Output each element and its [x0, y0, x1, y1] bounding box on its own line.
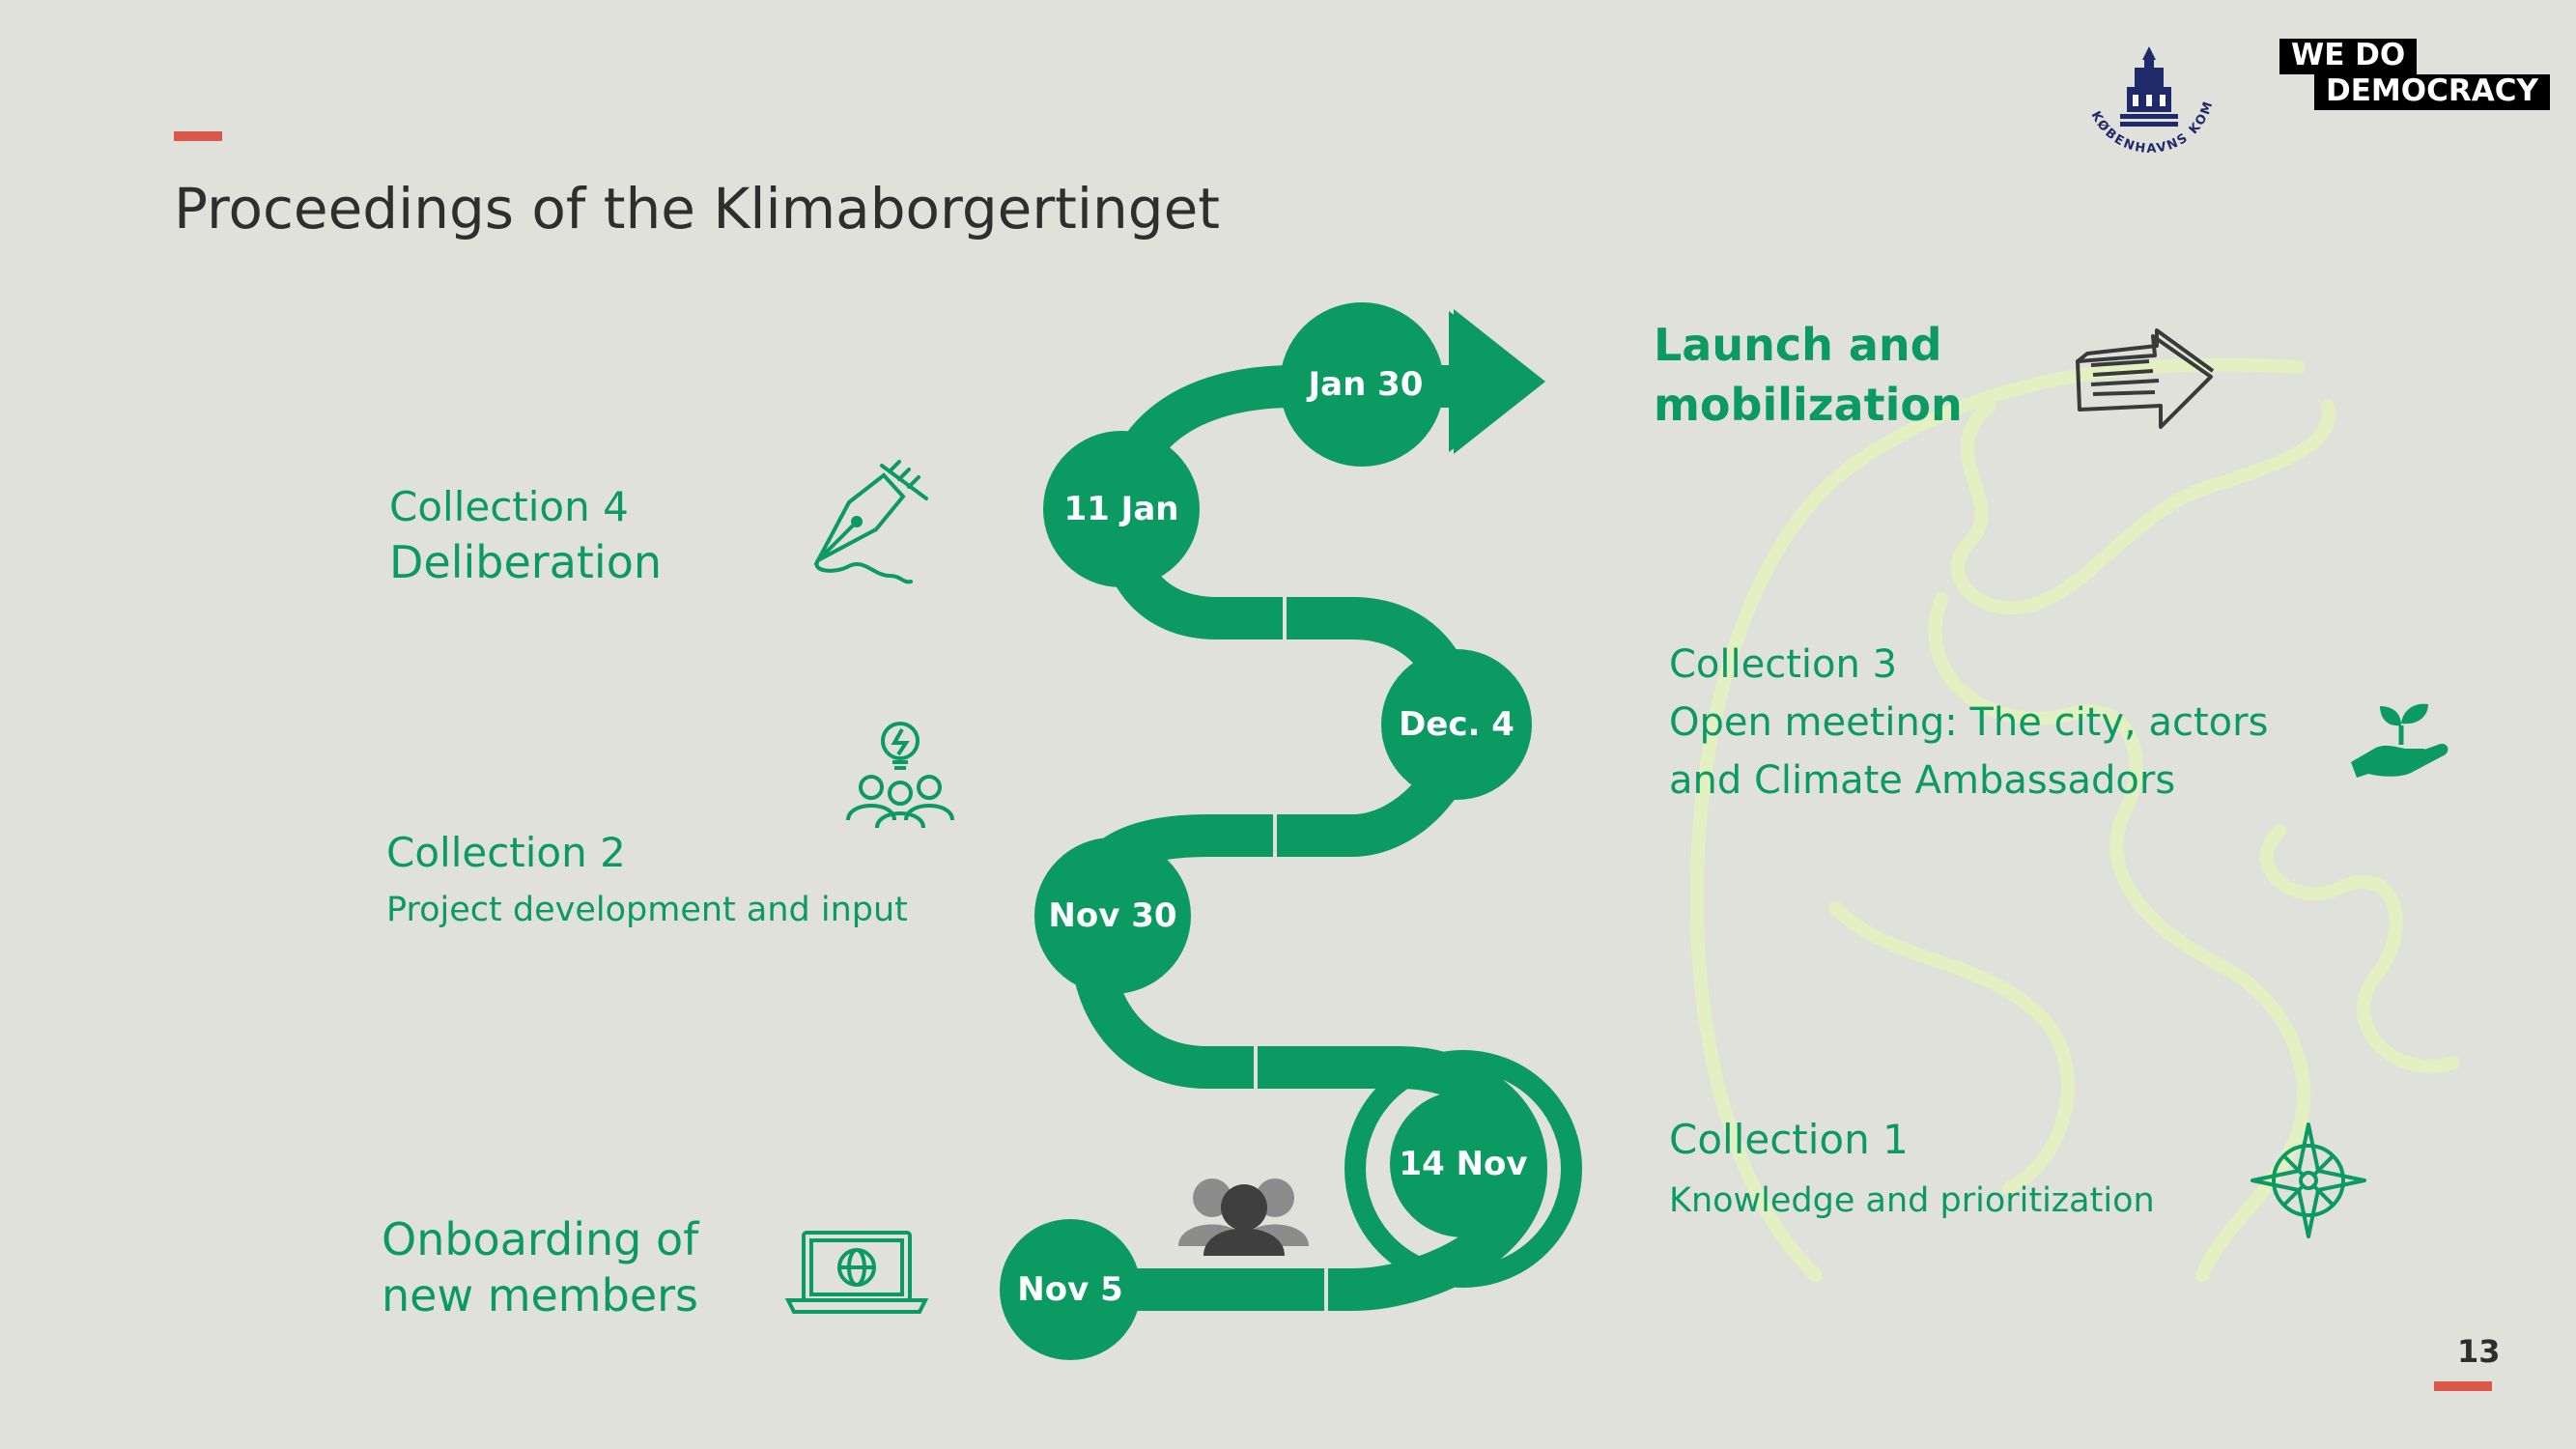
title-accent-bar	[174, 131, 222, 141]
onboarding-line2: new members	[382, 1268, 698, 1321]
collection2-sub: Project development and input	[386, 891, 908, 930]
date-marker-jan30: Jan 30	[1280, 302, 1444, 467]
fountain-pen-icon	[807, 456, 932, 595]
step-onboarding: Onboarding of new members	[382, 1212, 698, 1323]
laptop-globe-icon	[784, 1227, 929, 1320]
onboarding-line1: Onboarding of	[382, 1213, 699, 1265]
collection4-head: Collection 4	[389, 483, 629, 530]
plant-hand-icon	[2345, 700, 2453, 783]
road-separators	[1254, 596, 1328, 1312]
launch-line2: mobilization	[1654, 379, 1963, 432]
highlight-ring	[1345, 1050, 1582, 1288]
date-label-nov30: Nov 30	[1048, 896, 1176, 935]
step-collection1: Collection 1 Knowledge and prioritizatio…	[1669, 1116, 2155, 1220]
wedo-democracy-logo: WE DO DEMOCRACY	[2279, 39, 2550, 110]
collection3-sub2: and Climate Ambassadors	[1669, 758, 2176, 803]
step-collection3: Collection 3 Open meeting: The city, act…	[1669, 636, 2268, 810]
kobenhavns-kommune-logo: KØBENHAVNS KOMMUNE	[2060, 9, 2231, 164]
compass-icon	[2249, 1121, 2368, 1244]
arrow-sketch-icon	[2072, 327, 2217, 437]
collection3-sub1: Open meeting: The city, actors	[1669, 700, 2269, 745]
date-marker-nov5: Nov 5	[1000, 1219, 1141, 1360]
date-label-11jan: 11 Jan	[1064, 490, 1179, 528]
launch-line1: Launch and	[1654, 319, 1942, 371]
globe-sketch	[1689, 357, 2460, 1282]
kommune-seal-icon: KØBENHAVNS KOMMUNE	[2060, 9, 2215, 156]
date-marker-dec4: Dec. 4	[1381, 649, 1532, 800]
date-label-14nov: 14 Nov	[1399, 1145, 1527, 1183]
date-label-dec4: Dec. 4	[1399, 705, 1514, 744]
step-collection2: Collection 2 Project development and inp…	[386, 829, 908, 929]
date-marker-14nov: 14 Nov	[1390, 1091, 1537, 1237]
date-label-nov5: Nov 5	[1017, 1270, 1122, 1309]
collection3-head: Collection 3	[1669, 642, 1898, 687]
date-marker-11jan: 11 Jan	[1043, 431, 1200, 587]
collection2-head: Collection 2	[386, 829, 626, 876]
page-number: 13	[2457, 1333, 2501, 1370]
date-label-jan30: Jan 30	[1307, 365, 1424, 404]
step-launch: Launch and mobilization	[1654, 315, 1963, 435]
wedo-logo-line2: DEMOCRACY	[2314, 74, 2550, 110]
wedo-logo-line1: WE DO	[2279, 39, 2418, 74]
date-marker-nov30: Nov 30	[1034, 838, 1191, 994]
collection4-sub: Deliberation	[389, 536, 662, 589]
idea-group-icon	[842, 720, 958, 835]
collection1-head: Collection 1	[1669, 1116, 1909, 1163]
page-title: Proceedings of the Klimaborgertinget	[174, 176, 1221, 242]
page-number-accent-bar	[2434, 1381, 2492, 1391]
collection1-sub: Knowledge and prioritization	[1669, 1181, 2155, 1221]
step-collection4: Collection 4 Deliberation	[389, 483, 662, 591]
